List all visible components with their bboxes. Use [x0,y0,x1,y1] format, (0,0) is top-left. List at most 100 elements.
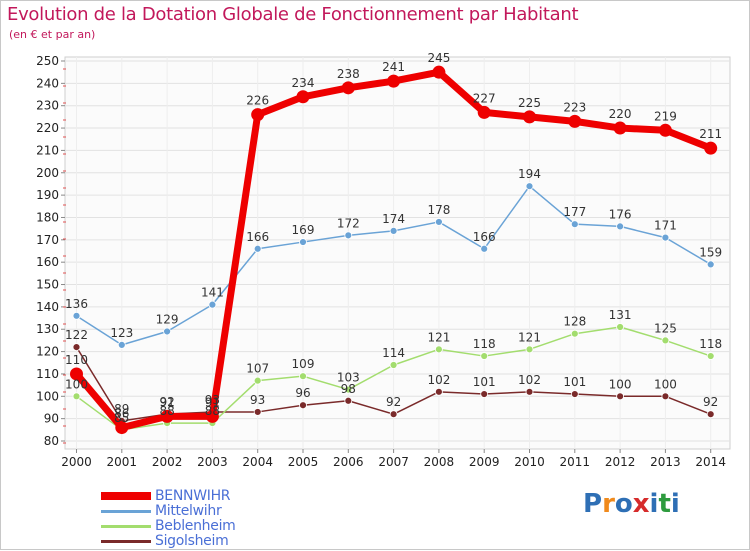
data-point-sigolsheim [72,343,81,352]
data-label-bennwihr: 234 [292,76,315,90]
y-tick-label: 210 [36,143,59,157]
data-label-sigolsheim: 92 [703,395,718,409]
y-tick-label: 100 [36,389,59,403]
data-point-mittelwihr [299,238,307,246]
x-tick-label: 2011 [560,455,591,469]
y-tick-label: 120 [36,345,59,359]
x-tick-label: 2013 [650,455,681,469]
legend-swatch [101,525,151,528]
data-label-mittelwihr: 123 [110,326,133,340]
data-point-beblenheim [253,376,262,385]
y-tick-label: 80 [44,434,59,448]
data-point-mittelwihr [163,327,172,336]
data-label-beblenheim: 88 [205,404,220,418]
data-point-bennwihr [432,65,446,79]
data-point-mittelwihr [570,220,579,229]
proxiti-logo: Proxiti [583,489,680,519]
data-label-beblenheim: 85 [114,411,129,425]
data-point-sigolsheim [253,408,262,416]
data-point-sigolsheim [661,392,670,401]
y-tick-label: 130 [36,322,59,336]
x-tick-label: 2012 [605,455,636,469]
data-point-bennwihr [70,367,83,381]
data-point-bennwihr [568,114,582,128]
x-tick-label: 2002 [152,455,183,469]
data-point-beblenheim [525,345,534,354]
data-point-beblenheim [570,329,579,338]
data-point-mittelwihr [480,244,489,253]
legend-label: Sigolsheim [155,533,229,549]
data-label-sigolsheim: 102 [427,373,450,387]
data-label-mittelwihr: 141 [201,286,224,300]
data-label-beblenheim: 88 [159,404,174,418]
chart-title: Evolution de la Dotation Globale de Fonc… [7,4,579,25]
data-label-beblenheim: 107 [246,362,269,376]
data-label-mittelwihr: 174 [382,212,405,226]
data-point-beblenheim [299,372,307,381]
data-point-beblenheim [434,345,443,354]
data-label-bennwihr: 241 [382,60,405,74]
x-tick-label: 2014 [695,455,726,469]
data-label-bennwihr: 223 [563,100,586,114]
x-tick-label: 2008 [424,455,455,469]
data-point-mittelwihr [525,182,534,191]
data-label-sigolsheim: 93 [250,393,265,407]
data-label-mittelwihr: 171 [654,219,677,233]
data-point-sigolsheim [616,392,624,401]
x-tick-label: 2009 [469,455,500,469]
data-point-mittelwihr [616,222,624,231]
data-label-sigolsheim: 96 [295,386,310,400]
legend-label: BENNWIHR [155,488,231,504]
data-label-bennwihr: 86 [114,407,129,421]
data-label-mittelwihr: 136 [65,297,88,311]
data-label-mittelwihr: 177 [563,205,586,219]
data-point-bennwihr [704,141,718,155]
data-point-beblenheim [72,392,81,401]
x-tick-label: 2005 [288,455,319,469]
data-point-beblenheim [616,323,624,331]
data-label-beblenheim: 131 [609,308,632,322]
data-label-bennwihr: 227 [473,91,496,105]
x-tick-label: 2010 [514,455,545,469]
data-point-mittelwihr [706,260,715,269]
data-point-mittelwihr [344,231,353,240]
data-label-sigolsheim: 100 [609,377,632,391]
data-label-sigolsheim: 92 [386,395,401,409]
data-point-bennwihr [523,110,536,124]
logo-letter: x [632,489,650,519]
data-point-sigolsheim [525,387,534,396]
y-tick-label: 150 [36,278,59,292]
data-label-bennwihr: 211 [699,127,722,141]
data-point-mittelwihr [253,244,262,253]
y-tick-label: 190 [36,188,59,202]
y-tick-label: 200 [36,166,59,180]
logo-letter: r [602,489,615,519]
data-label-sigolsheim: 122 [65,328,88,342]
data-point-beblenheim [344,385,353,394]
legend-item-bennwihr: BENNWIHR [101,488,361,504]
y-tick-label: 170 [36,233,59,247]
data-label-beblenheim: 128 [563,315,586,329]
data-label-mittelwihr: 166 [246,230,269,244]
data-point-sigolsheim [344,396,353,405]
data-label-mittelwihr: 176 [609,207,632,221]
legend-item-mittelwihr: Mittelwihr [101,503,361,519]
data-label-bennwihr: 238 [337,67,360,81]
legend-label: Beblenheim [155,518,236,534]
data-point-bennwihr [251,108,265,122]
data-label-beblenheim: 121 [518,330,541,344]
x-tick-label: 2000 [61,455,92,469]
data-label-sigolsheim: 101 [473,375,496,389]
data-point-bennwihr [477,105,491,119]
data-label-beblenheim: 121 [427,330,450,344]
legend-item-sigolsheim: Sigolsheim [101,533,361,549]
data-point-mittelwihr [72,311,81,320]
data-label-beblenheim: 103 [337,371,360,385]
data-label-mittelwihr: 194 [518,167,541,181]
y-tick-label: 240 [36,76,59,90]
y-tick-label: 220 [36,121,59,135]
x-tick-label: 2007 [378,455,409,469]
data-label-bennwihr: 91 [205,395,220,409]
data-point-bennwihr [205,409,219,423]
